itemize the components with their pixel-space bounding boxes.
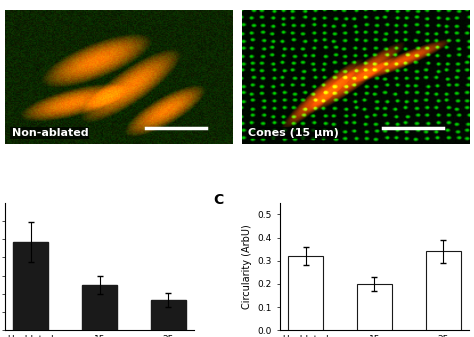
Text: Non-ablated: Non-ablated: [11, 128, 88, 138]
Bar: [151, 300, 186, 330]
Y-axis label: Circularity (ArbU): Circularity (ArbU): [242, 224, 252, 309]
Bar: [426, 251, 461, 330]
Text: Cones (15 μm): Cones (15 μm): [248, 128, 339, 138]
Bar: [82, 285, 117, 330]
Text: C: C: [213, 192, 224, 207]
Bar: [13, 242, 48, 330]
Bar: [357, 284, 392, 330]
Bar: [288, 256, 323, 330]
